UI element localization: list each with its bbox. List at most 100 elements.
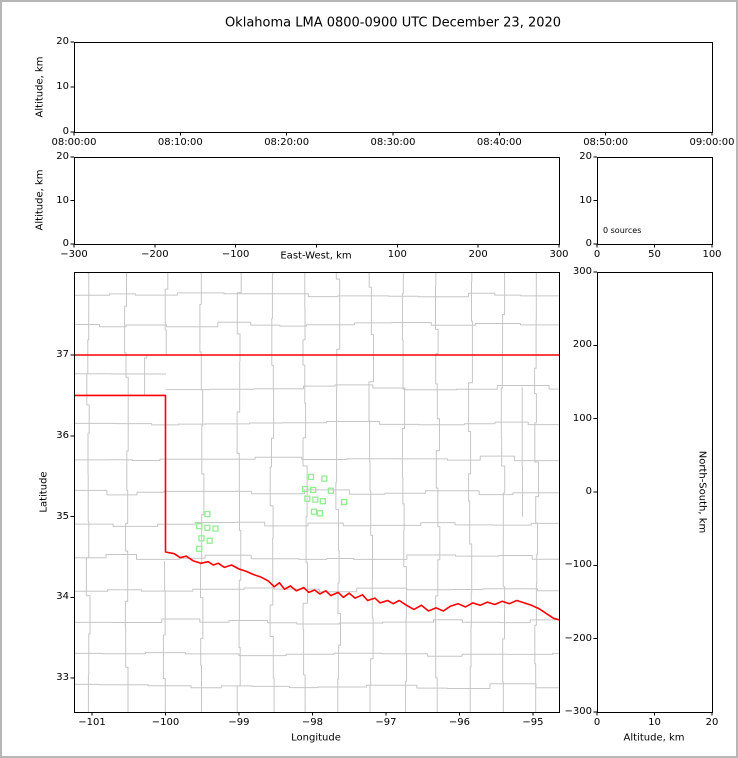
map-ylabel: Latitude [38, 471, 50, 513]
ns_height-x-tick-label: 0 [593, 717, 601, 728]
county-line [74, 521, 559, 527]
county-line [74, 652, 559, 657]
county-line [74, 683, 559, 689]
county-line [165, 384, 559, 391]
plan_view-x-tick-label: −97 [375, 717, 397, 728]
lma-source-marker [198, 535, 205, 542]
county-line [124, 272, 129, 712]
histogram-y-tick-label: 0 [585, 238, 592, 249]
county-line [74, 421, 559, 426]
time_height-x-tick-label: 08:40:00 [476, 137, 522, 148]
time_height-x-tick-label: 08:50:00 [583, 137, 629, 148]
plan_view-y-tick-label: 34 [56, 591, 69, 603]
state-border-line [74, 394, 559, 621]
histogram-x-tick-label: 50 [648, 249, 661, 260]
plan_view-x-tick-label: −96 [448, 717, 471, 728]
plan_view-y-tick-label: 37 [56, 349, 69, 360]
histogram-x-tick-label: 0 [593, 249, 601, 260]
histogram-y-tick-label: 20 [579, 151, 592, 162]
county-line [199, 272, 205, 712]
county-line [164, 272, 169, 355]
plan_view-y-tick-label: 36 [56, 429, 69, 441]
ew_height-x-tick-label: 300 [549, 249, 569, 260]
lma-source-marker [204, 524, 211, 531]
ns-panel-xlabel: Altitude, km [623, 732, 685, 744]
ns-panel-ylabel: North-South, km [696, 450, 708, 534]
lma-source-marker [212, 525, 219, 532]
lma-source-marker [206, 537, 213, 544]
time_height-y-tick-label: 20 [56, 36, 69, 47]
county-line [74, 587, 559, 593]
plan_view-y-tick-label: 33 [56, 672, 69, 683]
county-line [144, 355, 148, 396]
county-line [500, 272, 506, 712]
time_height-x-tick-label: 08:10:00 [157, 137, 203, 148]
county-line [401, 272, 408, 712]
ns_height-panel-frame [597, 272, 713, 713]
histogram-source-count: 0 sources [603, 226, 642, 235]
county-line [74, 292, 559, 298]
ew_height-panel-frame [74, 157, 560, 245]
county-line [74, 321, 559, 328]
ns_height-y-tick-label: 200 [572, 339, 592, 351]
time_height-x-tick-label: 09:00:00 [689, 137, 735, 148]
chart-title: Oklahoma LMA 0800-0900 UTC December 23, … [224, 15, 562, 31]
ns_height-y-tick-label: −100 [564, 559, 592, 571]
county-line [368, 272, 374, 712]
time_height-x-tick-label: 08:20:00 [264, 137, 310, 148]
lma-source-marker [321, 475, 328, 482]
ew_height-x-tick-label: −300 [60, 249, 88, 260]
county-line [74, 373, 166, 376]
time_height-x-tick-label: 08:30:00 [370, 137, 416, 148]
lma-source-marker [340, 498, 348, 506]
county-line [85, 272, 91, 712]
county-line [162, 560, 166, 712]
ew_height-y-tick-label: 20 [56, 151, 69, 162]
plan_view-x-tick-label: −99 [228, 717, 250, 728]
plan_view-x-tick-label: −95 [522, 717, 544, 728]
source-markers-layer [196, 473, 348, 552]
county-line [302, 272, 308, 712]
county-line [74, 489, 559, 496]
lma-source-marker [301, 485, 309, 493]
county-line [74, 554, 559, 560]
county-line [335, 272, 341, 712]
ns_height-y-tick-label: −300 [564, 706, 592, 717]
lma-source-marker [310, 486, 317, 494]
plan_view-x-tick-label: −98 [301, 717, 324, 728]
map-xlabel: Longitude [291, 732, 341, 744]
ns_height-x-tick-label: 10 [648, 717, 661, 728]
lma-source-marker [316, 510, 323, 517]
ew_height-x-tick-label: 200 [468, 249, 488, 260]
lma-source-marker [310, 508, 318, 515]
histogram-y-tick-label: 10 [579, 194, 592, 206]
county-line [435, 272, 441, 712]
county-line [468, 272, 473, 712]
county-borders-layer [74, 272, 559, 712]
county-line [534, 272, 539, 712]
county-line [236, 272, 242, 712]
ns_height-y-tick-label: −200 [564, 632, 592, 644]
plan_view-panel-frame [74, 272, 560, 713]
county-line [74, 455, 559, 462]
lma-source-marker [307, 473, 315, 481]
ew_height-x-tick-label: 100 [387, 249, 407, 260]
time_height-y-tick-label: 10 [56, 81, 69, 92]
ew-panel-xlabel: East-West, km [280, 250, 352, 262]
ew_height-y-tick-label: 0 [62, 238, 69, 249]
time_height-x-tick-label: 08:00:00 [51, 137, 97, 148]
time_height-y-tick-label: 0 [62, 126, 69, 137]
state-border-layer [74, 354, 559, 621]
lma-source-marker [196, 523, 203, 530]
lma-source-marker [319, 498, 326, 505]
plan_view-y-tick-label: 35 [56, 510, 69, 522]
histogram-x-tick-label: 100 [702, 249, 722, 260]
ns_height-y-tick-label: 100 [572, 412, 592, 424]
ew_height-x-tick-label: −200 [141, 249, 169, 260]
time_height-panel-frame [74, 42, 713, 133]
ew_height-x-tick-label: −100 [221, 249, 250, 260]
lma-source-marker [312, 496, 319, 503]
ns_height-y-tick-label: 0 [585, 486, 592, 497]
